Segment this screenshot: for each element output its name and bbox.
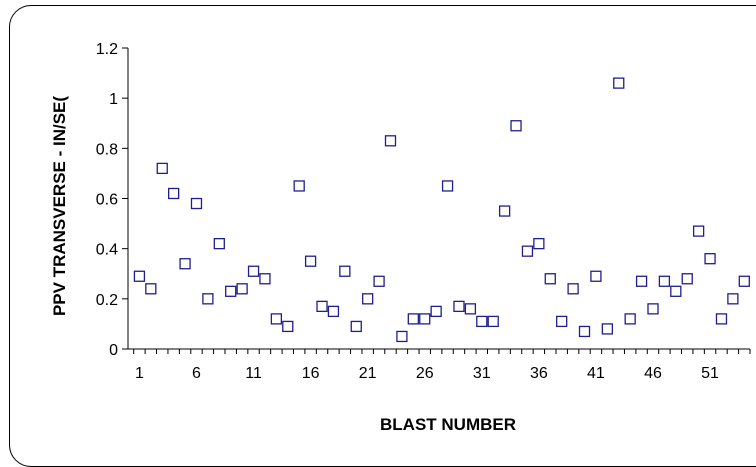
data-point <box>567 283 579 295</box>
data-point <box>247 265 260 277</box>
data-point <box>556 315 568 328</box>
axes <box>127 48 750 350</box>
data-point <box>670 285 682 297</box>
data-points <box>133 77 750 343</box>
data-point <box>510 120 522 132</box>
y-tick-label: 0.8 <box>96 141 118 158</box>
data-point <box>601 323 613 335</box>
data-point <box>225 285 237 297</box>
x-tick-label: 16 <box>302 365 320 382</box>
y-tick-label: 1.2 <box>96 41 118 58</box>
data-point <box>578 325 591 338</box>
x-tick-label: 26 <box>416 365 434 382</box>
data-point <box>727 293 739 305</box>
data-point <box>624 313 636 325</box>
data-point <box>441 180 454 192</box>
data-point <box>339 265 351 277</box>
data-point <box>521 245 534 257</box>
data-point <box>168 187 180 200</box>
data-point <box>270 313 283 325</box>
x-tick-label: 1 <box>135 365 144 382</box>
data-point <box>190 197 203 210</box>
data-point <box>373 275 385 287</box>
x-tick-label: 36 <box>530 365 548 382</box>
data-point <box>635 275 648 287</box>
data-point <box>419 313 431 325</box>
data-point <box>350 320 362 333</box>
data-point <box>362 293 374 305</box>
data-point <box>236 283 248 295</box>
data-point <box>738 275 750 287</box>
data-point <box>464 303 477 315</box>
x-tick-label: 46 <box>644 365 662 382</box>
y-tick-label: 0.4 <box>96 242 118 259</box>
data-point <box>647 303 659 315</box>
y-tick-label: 0.2 <box>96 292 118 309</box>
x-tick-label: 41 <box>587 365 605 382</box>
y-axis-ticks: 0 0.2 0.4 0.6 0.8 1 1.2 <box>96 41 128 359</box>
data-point <box>487 315 499 328</box>
data-point <box>282 320 294 333</box>
data-point <box>453 300 465 313</box>
data-point <box>145 283 157 295</box>
x-tick-label: 6 <box>192 365 201 382</box>
data-point <box>533 237 545 250</box>
x-tick-label: 31 <box>473 365 491 382</box>
data-point <box>590 270 602 282</box>
x-tick-label: 21 <box>359 365 377 382</box>
data-point <box>293 180 305 192</box>
data-point <box>407 313 419 325</box>
x-axis-ticks: 1 6 11 16 21 26 31 36 41 46 51 <box>133 349 751 382</box>
data-point <box>544 273 556 285</box>
data-point <box>179 258 191 270</box>
data-point <box>327 305 340 318</box>
scatter-chart: 00.20.40.60.811.2 1 6 11 16 21 26 31 36 41 46 51 P… <box>50 41 751 434</box>
data-point <box>259 273 271 285</box>
data-point <box>681 273 693 285</box>
data-point <box>692 225 705 237</box>
data-point <box>384 135 397 147</box>
data-point <box>202 293 214 305</box>
x-axis-label: BLAST NUMBER <box>380 415 516 434</box>
x-tick-label: 51 <box>701 365 719 382</box>
data-point <box>498 205 511 217</box>
y-tick-label: 0.6 <box>96 192 118 209</box>
data-point <box>316 300 328 313</box>
data-point <box>396 330 408 343</box>
data-point <box>430 305 442 318</box>
data-point <box>156 162 168 175</box>
data-point <box>613 77 625 89</box>
data-point <box>133 270 146 282</box>
data-point <box>715 313 728 325</box>
data-point <box>704 253 716 265</box>
data-point <box>658 275 671 287</box>
data-point <box>476 315 488 328</box>
y-axis-label: PPV TRANSVERSE - IN/SE( <box>50 96 69 316</box>
data-point <box>213 237 225 250</box>
x-tick-label: 11 <box>245 365 262 382</box>
data-point <box>304 255 317 267</box>
y-tick-label: 1 <box>109 91 118 108</box>
y-tick-label: 0 <box>109 342 118 359</box>
chart-frame: 0 0.2 0.4 0.6 0.8 1 1.2 1 6 11 16 21 26 31 36 41 46 51 P… <box>9 5 756 467</box>
